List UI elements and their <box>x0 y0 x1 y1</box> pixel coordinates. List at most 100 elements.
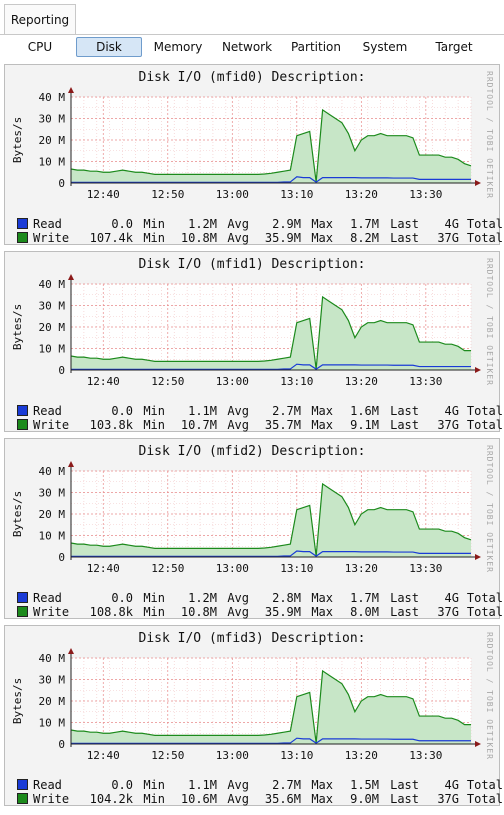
x-tick-label: 13:30 <box>409 562 442 575</box>
y-tick-label: 40 M <box>39 91 66 104</box>
disk-io-chart: 0 10 M 20 M 30 M 40 M 12:40 12:50 13:00 13:10 13:… <box>11 87 481 201</box>
rrdtool-watermark: RRDTOOL / TOBI OETIKER <box>485 71 494 199</box>
legend-swatch <box>17 232 28 243</box>
legend-unit-label: Max <box>311 605 333 619</box>
legend-total: 4G <box>444 217 459 231</box>
y-tick-label: 40 M <box>39 278 66 291</box>
legend-unit-label: Max <box>311 591 333 605</box>
x-axis-arrow <box>475 180 481 186</box>
y-tick-label: 10 M <box>39 717 66 730</box>
legend-row-write: Write 104.2k Min 10.6M Avg 35.6M Max 9.0M Last 37… <box>17 792 503 806</box>
write-line <box>70 295 471 370</box>
legend-max: 35.6M <box>264 792 301 806</box>
tab-disk[interactable]: Disk <box>76 37 142 57</box>
legend-total: 37G <box>437 418 459 432</box>
disk-io-panel: Disk I/O (mfid0) Description: RRDTOOL / T… <box>4 64 503 245</box>
legend-unit-label: Avg <box>227 231 249 245</box>
x-tick-label: 13:30 <box>409 188 442 201</box>
legend-unit-label: Total <box>466 418 503 432</box>
legend-unit-label: Max <box>311 778 333 792</box>
legend-last: 8.2M <box>350 231 379 245</box>
legend-avg: 10.8M <box>180 605 217 619</box>
legend-total: 4G <box>444 404 459 418</box>
legend-row-write: Write 108.8k Min 10.8M Avg 35.9M Max 8.0M Last 37… <box>17 605 503 619</box>
legend-min: 0.0 <box>111 404 133 418</box>
legend-min: 108.8k <box>89 605 133 619</box>
legend-unit-label: Max <box>311 404 333 418</box>
legend-avg: 1.1M <box>188 404 217 418</box>
x-tick-label: 13:30 <box>409 749 442 762</box>
legend-avg: 10.8M <box>180 231 217 245</box>
write-line <box>70 669 471 744</box>
legend-row-write: Write 103.8k Min 10.7M Avg 35.7M Max 9.1M Last 37… <box>17 418 503 432</box>
legend-swatch <box>17 218 28 229</box>
legend-row-read: Read 0.0 Min 1.2M Avg 2.8M Max 1.7M Last 4G Total <box>17 591 503 605</box>
legend-unit-label: Avg <box>227 418 249 432</box>
legend-min: 0.0 <box>111 591 133 605</box>
disk-io-panel: Disk I/O (mfid1) Description: RRDTOOL / T… <box>4 251 503 432</box>
legend-swatch <box>17 779 28 790</box>
y-axis-arrow <box>68 461 74 467</box>
tab-cpu[interactable]: CPU <box>27 40 53 54</box>
write-area <box>71 483 471 557</box>
legend-unit-label: Max <box>311 231 333 245</box>
legend-last: 1.7M <box>350 217 379 231</box>
y-axis-arrow <box>68 274 74 280</box>
chart-title: Disk I/O (mfid0) Description: <box>138 70 366 85</box>
x-tick-label: 13:00 <box>216 562 249 575</box>
legend-swatch <box>17 793 28 804</box>
legend-unit-label: Min <box>143 591 165 605</box>
read-line <box>71 363 471 370</box>
legend-avg: 1.2M <box>188 591 217 605</box>
x-tick-label: 12:40 <box>87 188 120 201</box>
rrdtool-watermark: RRDTOOL / TOBI OETIKER <box>485 258 494 386</box>
rrdtool-watermark: RRDTOOL / TOBI OETIKER <box>485 632 494 760</box>
legend-unit-label: Last <box>390 418 419 432</box>
legend-max: 35.9M <box>264 605 301 619</box>
tab-system[interactable]: System <box>362 40 408 54</box>
tab-memory[interactable]: Memory <box>153 40 203 54</box>
x-tick-label: 13:30 <box>409 375 442 388</box>
legend-total: 37G <box>437 792 459 806</box>
tab-target[interactable]: Target <box>435 40 473 54</box>
legend-name: Write <box>33 231 70 245</box>
legend-unit-label: Last <box>390 778 419 792</box>
legend-max: 35.7M <box>264 418 301 432</box>
tab-reporting[interactable]: Reporting <box>4 4 76 34</box>
tab-network[interactable]: Network <box>221 40 273 54</box>
y-axis-label: Bytes/s <box>11 304 24 350</box>
legend-total: 37G <box>437 605 459 619</box>
x-axis-arrow <box>475 367 481 373</box>
x-tick-label: 12:40 <box>87 749 120 762</box>
write-area <box>71 296 471 370</box>
chart-title: Disk I/O (mfid2) Description: <box>138 444 366 459</box>
y-tick-label: 40 M <box>39 465 66 478</box>
legend-unit-label: Max <box>311 792 333 806</box>
legend-swatch <box>17 419 28 430</box>
write-area <box>71 109 471 183</box>
legend-swatch <box>17 592 28 603</box>
legend-unit-label: Avg <box>227 778 249 792</box>
y-tick-label: 40 M <box>39 652 66 665</box>
x-tick-label: 12:50 <box>151 749 184 762</box>
legend-min: 0.0 <box>111 217 133 231</box>
y-tick-label: 20 M <box>39 508 66 521</box>
legend-name: Read <box>33 778 62 792</box>
y-axis-arrow <box>68 87 74 93</box>
chart-title: Disk I/O (mfid3) Description: <box>138 631 366 646</box>
y-tick-label: 10 M <box>39 156 66 169</box>
legend-unit-label: Min <box>143 792 165 806</box>
legend-name: Write <box>33 418 70 432</box>
y-tick-label: 30 M <box>39 487 66 500</box>
legend-unit-label: Last <box>390 231 419 245</box>
legend-unit-label: Last <box>390 217 419 231</box>
legend-row-read: Read 0.0 Min 1.1M Avg 2.7M Max 1.5M Last 4G Total <box>17 778 503 792</box>
legend-last: 1.5M <box>350 778 379 792</box>
legend-unit-label: Min <box>143 404 165 418</box>
chart-title: Disk I/O (mfid1) Description: <box>138 257 366 272</box>
legend-last: 9.1M <box>350 418 379 432</box>
tab-partition[interactable]: Partition <box>290 40 341 54</box>
x-tick-label: 12:40 <box>87 562 120 575</box>
legend-avg: 1.2M <box>188 217 217 231</box>
y-tick-label: 0 <box>58 364 65 377</box>
